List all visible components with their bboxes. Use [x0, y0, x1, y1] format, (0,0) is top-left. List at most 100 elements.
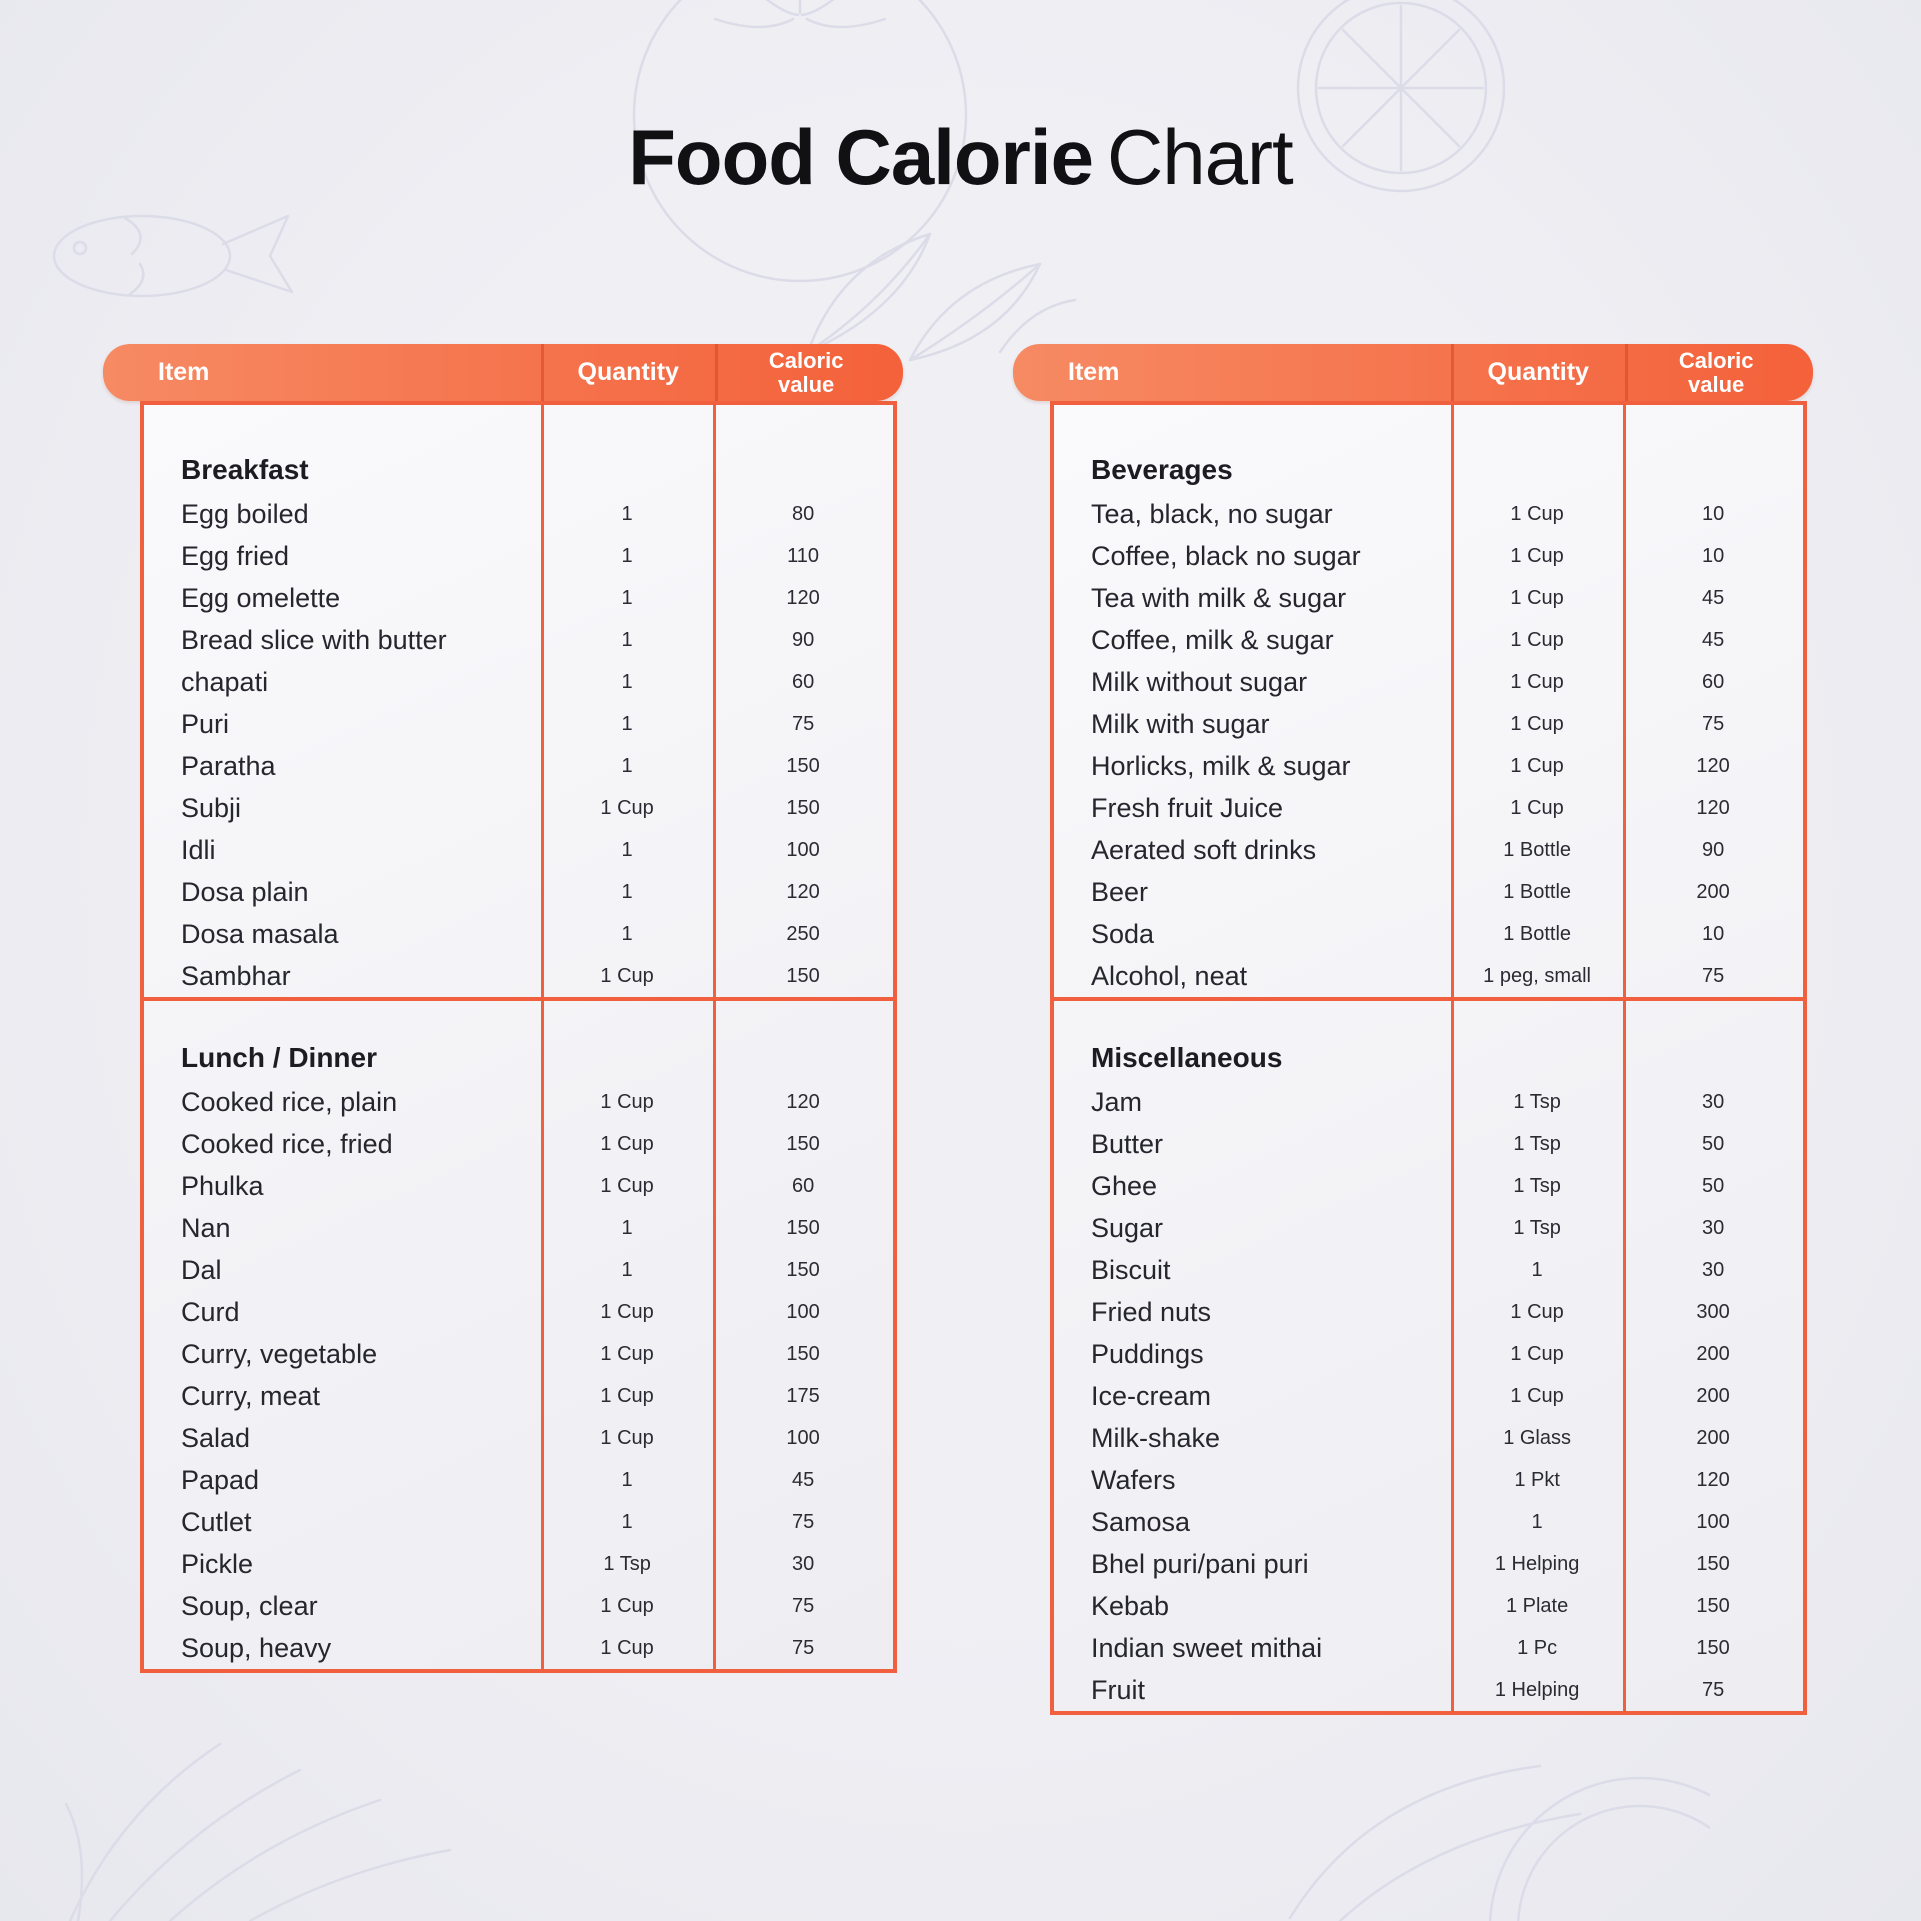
quantity-value: 1 — [621, 1216, 633, 1239]
table-row: Bread slice with butter 1 90 — [144, 619, 893, 661]
quantity-value: 1 — [621, 1510, 633, 1533]
section-title: Lunch / Dinner — [181, 1042, 377, 1073]
table-row: Wafers 1 Pkt 120 — [1054, 1459, 1803, 1501]
table-row: Sugar 1 Tsp 30 — [1054, 1207, 1803, 1249]
item-name: Coffee, black no sugar — [1091, 540, 1361, 571]
caloric-value: 150 — [786, 1132, 820, 1155]
caloric-value: 110 — [787, 544, 820, 567]
item-name: Curry, vegetable — [181, 1338, 378, 1369]
quantity-value: 1 Cup — [600, 1426, 654, 1449]
caloric-value: 10 — [1701, 922, 1725, 945]
column-header-quantity: Quantity — [577, 358, 679, 386]
item-name: Cooked rice, fried — [181, 1128, 393, 1159]
table-section: Miscellaneous Jam 1 Tsp 30 Butter 1 Tsp 50 Ghee… — [1054, 997, 1803, 1711]
caloric-value: 75 — [791, 712, 815, 735]
table-row: Soup, clear 1 Cup 75 — [144, 1585, 893, 1627]
grass-blades-icon — [64, 1742, 452, 1921]
leaves-icon — [806, 232, 1077, 362]
quantity-value: 1 Cup — [1510, 796, 1564, 819]
item-name: Soda — [1091, 918, 1155, 949]
caloric-value: 90 — [791, 628, 815, 651]
caloric-value: 30 — [791, 1552, 815, 1575]
item-name: Tea, black, no sugar — [1091, 498, 1333, 529]
caloric-value: 80 — [791, 502, 815, 525]
table-row: Egg omelette 1 120 — [144, 577, 893, 619]
caloric-value: 75 — [791, 1636, 815, 1659]
caloric-value: 45 — [791, 1468, 815, 1491]
item-name: chapati — [181, 666, 269, 697]
table-section: Lunch / Dinner Cooked rice, plain 1 Cup 120… — [144, 997, 893, 1669]
lemon-arc-icon — [1288, 1764, 1710, 1921]
item-name: Sambhar — [181, 960, 291, 991]
quantity-value: 1 Cup — [1510, 1300, 1564, 1323]
table-row: Butter 1 Tsp 50 — [1054, 1123, 1803, 1165]
caloric-value: 100 — [786, 1426, 820, 1449]
item-name: Indian sweet mithai — [1091, 1632, 1323, 1663]
table-row: Tea with milk & sugar 1 Cup 45 — [1054, 577, 1803, 619]
table-row: Indian sweet mithai 1 Pc 150 — [1054, 1627, 1803, 1669]
caloric-value: 150 — [1696, 1636, 1730, 1659]
item-name: Milk with sugar — [1091, 708, 1270, 739]
quantity-value: 1 — [621, 712, 633, 735]
quantity-value: 1 — [621, 586, 633, 609]
item-name: Tea with milk & sugar — [1091, 582, 1347, 613]
caloric-value: 150 — [1696, 1594, 1730, 1617]
item-name: Jam — [1091, 1086, 1143, 1117]
item-name: Butter — [1091, 1128, 1164, 1159]
quantity-value: 1 Cup — [600, 1636, 654, 1659]
table-row: Coffee, black no sugar 1 Cup 10 — [1054, 535, 1803, 577]
table-row: Horlicks, milk & sugar 1 Cup 120 — [1054, 745, 1803, 787]
quantity-value: 1 — [621, 502, 633, 525]
table-row: Jam 1 Tsp 30 — [1054, 1081, 1803, 1123]
caloric-value: 45 — [1701, 628, 1725, 651]
item-name: Biscuit — [1091, 1254, 1171, 1285]
quantity-value: 1 Tsp — [603, 1552, 651, 1575]
item-name: Fried nuts — [1091, 1296, 1212, 1327]
table-body: Breakfast Egg boiled 1 80 Egg fried 1 110 Egg o… — [140, 401, 897, 1673]
table-row: Nan 1 150 — [144, 1207, 893, 1249]
caloric-value: 150 — [1696, 1552, 1730, 1575]
item-name: Idli — [181, 834, 216, 865]
caloric-value: 90 — [1701, 838, 1725, 861]
item-name: Egg boiled — [181, 498, 309, 529]
calorie-table-left: Item Quantity Caloric value Breakfast Egg… — [103, 344, 903, 1673]
section-title-row: Miscellaneous — [1054, 1035, 1803, 1081]
caloric-value: 10 — [1701, 502, 1725, 525]
table-row: Dosa plain 1 120 — [144, 871, 893, 913]
table-row: Subji 1 Cup 150 — [144, 787, 893, 829]
table-row: Milk without sugar 1 Cup 60 — [1054, 661, 1803, 703]
item-name: Subji — [181, 792, 242, 823]
item-name: Soup, heavy — [181, 1632, 332, 1663]
table-row: Alcohol, neat 1 peg, small 75 — [1054, 955, 1803, 997]
table-row: Ghee 1 Tsp 50 — [1054, 1165, 1803, 1207]
table-row: Idli 1 100 — [144, 829, 893, 871]
item-name: Horlicks, milk & sugar — [1091, 750, 1351, 781]
item-name: Ice-cream — [1091, 1380, 1212, 1411]
caloric-value: 250 — [786, 922, 820, 945]
table-row: Puddings 1 Cup 200 — [1054, 1333, 1803, 1375]
caloric-value: 300 — [1696, 1300, 1730, 1323]
section-title: Miscellaneous — [1091, 1042, 1283, 1073]
table-row: Pickle 1 Tsp 30 — [144, 1543, 893, 1585]
caloric-value: 150 — [786, 1342, 820, 1365]
table-body: Beverages Tea, black, no sugar 1 Cup 10 Coff… — [1050, 401, 1807, 1715]
column-header-caloric-value: Caloric value — [1678, 348, 1754, 397]
item-name: Cutlet — [181, 1506, 252, 1537]
caloric-value: 60 — [1701, 670, 1725, 693]
quantity-value: 1 Cup — [600, 796, 654, 819]
caloric-value: 75 — [1701, 712, 1725, 735]
caloric-value: 120 — [786, 586, 820, 609]
quantity-value: 1 Bottle — [1503, 922, 1572, 945]
caloric-value: 120 — [1696, 1468, 1730, 1491]
table-row: Bhel puri/pani puri 1 Helping 150 — [1054, 1543, 1803, 1585]
quantity-value: 1 Pc — [1517, 1636, 1558, 1659]
quantity-value: 1 — [621, 922, 633, 945]
item-name: Nan — [181, 1212, 231, 1243]
caloric-value: 120 — [1696, 754, 1730, 777]
item-name: Curry, meat — [181, 1380, 321, 1411]
quantity-value: 1 — [621, 838, 633, 861]
item-name: Samosa — [1091, 1506, 1191, 1537]
table-row: Kebab 1 Plate 150 — [1054, 1585, 1803, 1627]
item-name: Milk without sugar — [1091, 666, 1308, 697]
caloric-value: 30 — [1701, 1258, 1725, 1281]
